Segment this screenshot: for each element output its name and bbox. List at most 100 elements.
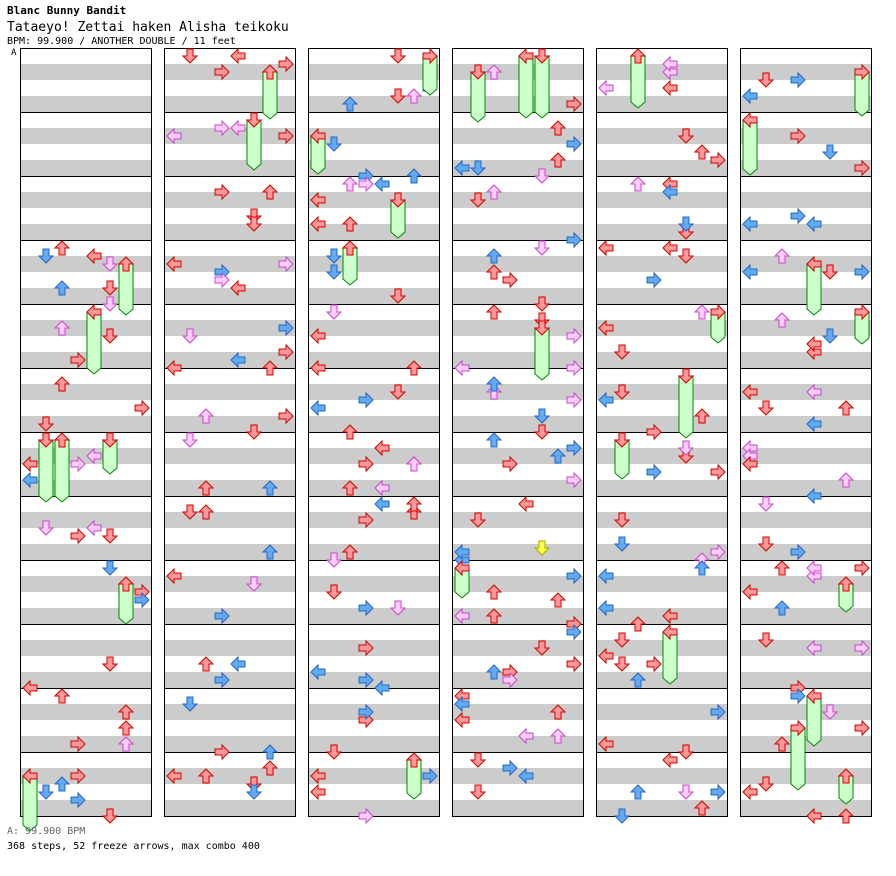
beat-stripe [20,784,152,800]
beat-stripe [308,288,440,304]
song-subtitle: Tataeyo! Zettai haken Alisha teikoku [7,20,289,35]
beat-stripe [20,800,152,816]
beat-stripe [20,320,152,336]
beat-stripe [740,736,872,752]
beat-stripe [308,64,440,80]
beat-stripe [164,272,296,288]
beat-stripe [308,400,440,416]
beat-stripe [20,112,152,128]
beat-stripe [740,144,872,160]
beat-stripe [452,672,584,688]
beat-stripe [452,784,584,800]
beat-stripe [740,320,872,336]
beat-stripe [596,192,728,208]
beat-stripe [740,544,872,560]
beat-stripe [20,400,152,416]
beat-stripe [20,80,152,96]
beat-stripe [164,304,296,320]
beat-stripe [596,320,728,336]
beat-stripe [164,576,296,592]
bpm-footer: A: 99.900 BPM [7,826,86,837]
beat-stripe [596,576,728,592]
beat-stripe [164,560,296,576]
beat-stripe [452,656,584,672]
beat-stripe [308,416,440,432]
freeze-arrow [534,55,550,119]
freeze-arrow [54,439,70,503]
chart-column-5 [596,48,728,817]
beat-stripe [452,432,584,448]
beat-stripe [596,560,728,576]
beat-stripe [20,208,152,224]
beat-stripe [596,720,728,736]
beat-stripe [452,464,584,480]
beat-stripe [20,528,152,544]
beat-stripe [452,480,584,496]
freeze-arrow [790,727,806,791]
beat-stripe [740,432,872,448]
beat-stripe [740,112,872,128]
beat-stripe [452,160,584,176]
beat-stripe [164,208,296,224]
beat-stripe [452,608,584,624]
beat-stripe [164,512,296,528]
beat-stripe [452,512,584,528]
beat-stripe [308,528,440,544]
beat-stripe [740,304,872,320]
beat-stripe [20,224,152,240]
beat-stripe [452,496,584,512]
beat-stripe [308,720,440,736]
beat-stripe [20,512,152,528]
beat-stripe [164,784,296,800]
beat-stripe [596,352,728,368]
beat-stripe [452,720,584,736]
beat-stripe [740,288,872,304]
beat-stripe [20,96,152,112]
beat-stripe [452,48,584,64]
beat-stripe [308,304,440,320]
beat-stripe [20,368,152,384]
beat-stripe [452,208,584,224]
beat-stripe [596,528,728,544]
beat-stripe [164,464,296,480]
beat-stripe [596,672,728,688]
beat-stripe [740,240,872,256]
beat-stripe [596,304,728,320]
beat-stripe [596,592,728,608]
beat-stripe [740,352,872,368]
beat-stripe [596,512,728,528]
beat-stripe [740,752,872,768]
beat-stripe [596,256,728,272]
beat-stripe [308,512,440,528]
beat-stripe [740,688,872,704]
beat-stripe [452,192,584,208]
beat-stripe [596,336,728,352]
beat-stripe [164,592,296,608]
freeze-arrow [678,375,694,439]
beat-stripe [452,176,584,192]
beat-stripe [308,272,440,288]
beat-stripe [740,448,872,464]
beat-stripe [452,736,584,752]
beat-stripe [20,144,152,160]
beat-stripe [740,368,872,384]
beat-stripe [740,48,872,64]
beat-stripe [740,400,872,416]
beat-stripe [20,416,152,432]
beat-stripe [740,176,872,192]
beat-stripe [740,272,872,288]
beat-stripe [596,240,728,256]
beat-stripe [308,208,440,224]
beat-stripe [164,112,296,128]
beat-stripe [164,320,296,336]
beat-stripe [164,672,296,688]
beat-stripe [740,624,872,640]
beat-stripe [452,368,584,384]
beat-stripe [308,496,440,512]
beat-stripe [308,608,440,624]
beat-stripe [452,704,584,720]
beat-stripe [308,432,440,448]
beat-stripe [596,48,728,64]
chart-column-4 [452,48,584,817]
beat-stripe [308,576,440,592]
